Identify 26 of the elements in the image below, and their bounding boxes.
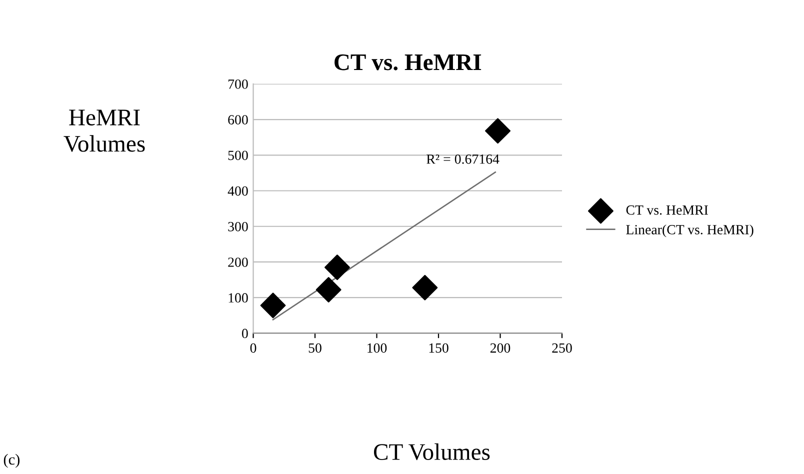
y-tick-label: 400 xyxy=(228,186,248,196)
point xyxy=(412,274,438,300)
x-tick-label: 150 xyxy=(429,343,448,353)
point xyxy=(324,254,350,280)
chart-title: CT vs. HeMRI xyxy=(334,54,482,70)
legend-label: Linear(CT vs. HeMRI) xyxy=(626,224,754,238)
point xyxy=(485,118,510,144)
y-tick-label: 500 xyxy=(228,150,248,160)
x-tick-label: 50 xyxy=(308,343,322,353)
x-tick-label: 0 xyxy=(250,343,256,353)
legend-label: CT vs. HeMRI xyxy=(626,205,708,215)
point xyxy=(316,277,342,302)
annotation: R² = 0.67164 xyxy=(426,154,500,164)
y-tick-label: 100 xyxy=(228,293,248,303)
y-tick-label: 0 xyxy=(242,328,248,338)
y-tick-label: 200 xyxy=(228,258,248,267)
text: (c) xyxy=(4,454,20,468)
x-tick-label: 250 xyxy=(552,343,572,353)
y-axis-title: HeMRI Volumes xyxy=(64,110,145,152)
x-axis-title: CT Volumes xyxy=(374,443,490,460)
x-tick-label: 100 xyxy=(368,343,387,353)
point xyxy=(260,292,286,318)
x-tick-label: 200 xyxy=(490,343,510,353)
y-tick-label: 700 xyxy=(228,79,248,89)
y-tick-label: 600 xyxy=(228,115,248,124)
y-tick-label: 300 xyxy=(228,222,248,232)
